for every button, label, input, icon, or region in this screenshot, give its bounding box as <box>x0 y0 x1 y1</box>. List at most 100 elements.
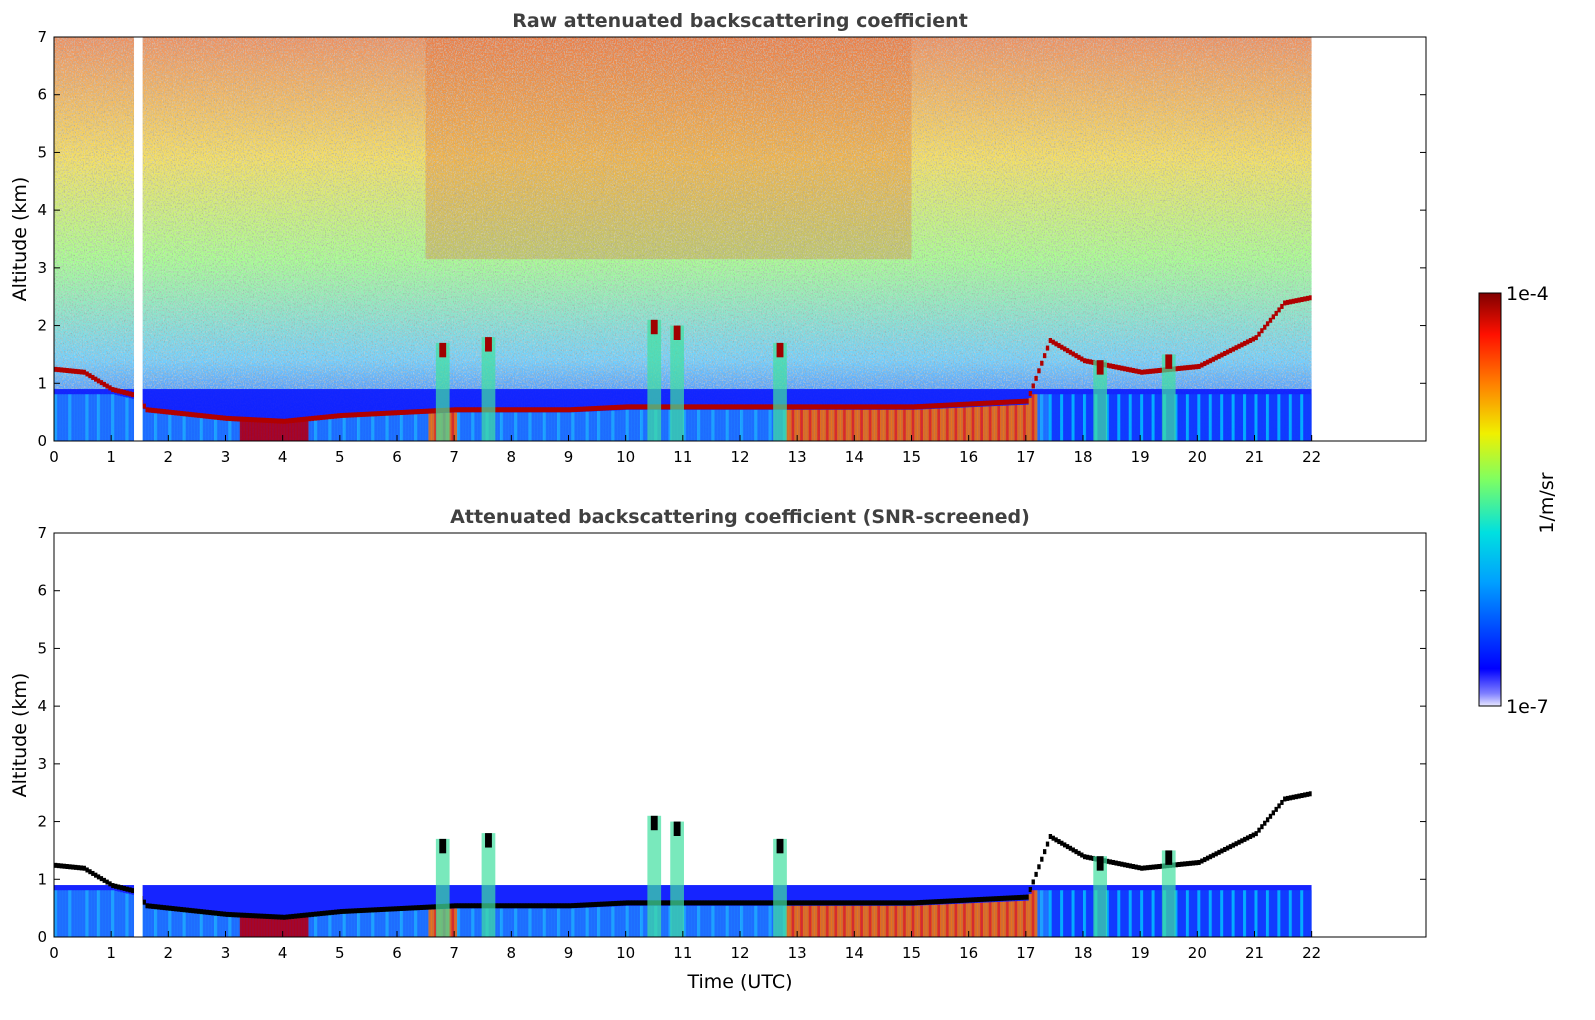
layer-top-line <box>771 404 775 410</box>
layer-top-line <box>934 899 938 905</box>
aerosol-column <box>359 416 364 441</box>
layer-top-line <box>1031 879 1035 885</box>
layer-top-line <box>162 409 166 415</box>
layer-top-line <box>159 408 164 414</box>
aerosol-column <box>477 908 481 937</box>
layer-top-line <box>685 404 690 410</box>
layer-top-line <box>308 416 312 422</box>
aerosol-column <box>619 410 624 441</box>
layer-top-line <box>757 900 761 906</box>
layer-top-line <box>1194 364 1198 370</box>
aerosol-column <box>1148 890 1153 937</box>
aerosol-column <box>282 918 287 937</box>
layer-top-line <box>1305 295 1310 301</box>
aerosol-column <box>911 409 915 441</box>
layer-top-line <box>785 900 790 906</box>
plume-top <box>485 833 492 848</box>
aerosol-column <box>1040 394 1044 441</box>
aerosol-column <box>296 917 301 937</box>
aerosol-column <box>577 908 581 937</box>
layer-top-line <box>548 903 552 909</box>
aerosol-column <box>171 414 175 441</box>
aerosol-column <box>208 914 212 937</box>
aerosol-column <box>882 905 887 937</box>
layer-top-line <box>245 912 249 918</box>
aerosol-column <box>196 913 201 937</box>
aerosol-column <box>182 912 186 937</box>
aerosol-column <box>165 414 169 441</box>
layer-top-line <box>920 403 924 409</box>
layer-top-line <box>622 404 627 410</box>
layer-top-line <box>1048 338 1053 343</box>
aerosol-column <box>1022 900 1027 937</box>
layer-top-line <box>740 900 744 906</box>
layer-top-line <box>239 912 244 918</box>
aerosol-column <box>914 409 918 441</box>
layer-top-line <box>848 900 852 906</box>
aerosol-column <box>1054 890 1058 937</box>
aerosol-column <box>905 905 910 937</box>
aerosol-column <box>125 893 129 937</box>
layer-top-line <box>625 404 630 410</box>
aerosol-column <box>391 911 395 937</box>
aerosol-column <box>105 394 109 441</box>
layer-top-line <box>288 418 292 424</box>
layer-top-line <box>802 404 807 410</box>
layer-top-line <box>214 414 218 420</box>
aerosol-column <box>102 394 106 441</box>
x-tick-label: 1 <box>106 944 116 962</box>
layer-top-line <box>274 914 278 920</box>
aerosol-column <box>579 411 584 441</box>
layer-top-line <box>1134 864 1138 870</box>
aerosol-column <box>1248 394 1253 441</box>
convective-plume <box>1093 360 1108 441</box>
aerosol-column <box>794 905 798 937</box>
x-tick-label: 14 <box>845 944 864 962</box>
aerosol-column <box>1034 394 1038 441</box>
aerosol-column <box>1083 890 1087 937</box>
aerosol-column <box>725 905 730 937</box>
aerosol-column <box>845 905 850 937</box>
layer-top-line <box>499 903 504 909</box>
aerosol-column <box>1128 394 1133 441</box>
layer-top-line <box>425 408 429 414</box>
aerosol-column <box>162 910 166 937</box>
layer-top-line <box>1000 895 1004 901</box>
layer-top-line <box>880 404 884 410</box>
aerosol-column <box>1240 890 1244 937</box>
layer-top-line <box>768 900 772 906</box>
layer-top-line <box>905 404 910 410</box>
layer-top-line <box>1140 369 1144 375</box>
aerosol-column <box>131 398 135 441</box>
aerosol-column <box>880 905 884 937</box>
aerosol-column <box>79 890 84 937</box>
layer-top-line <box>840 404 844 410</box>
layer-top-line <box>837 900 841 906</box>
aerosol-column <box>1145 394 1150 441</box>
layer-top-line <box>1034 375 1038 381</box>
aerosol-column <box>1017 901 1021 937</box>
aerosol-column <box>316 419 321 441</box>
aerosol-column <box>1025 404 1030 441</box>
aerosol-column <box>825 905 830 937</box>
layer-top-line <box>179 410 184 416</box>
layer-top-line <box>534 407 538 413</box>
layer-top-line <box>234 416 238 422</box>
layer-top-line <box>702 404 707 410</box>
layer-top-line <box>1191 364 1195 370</box>
layer-top-line <box>408 905 412 911</box>
aerosol-column <box>1065 890 1070 937</box>
aerosol-column <box>514 412 518 441</box>
aerosol-column <box>1303 394 1307 441</box>
aerosol-column <box>336 913 341 937</box>
layer-top-line <box>628 900 632 906</box>
aerosol-column <box>388 911 392 937</box>
layer-top-line <box>88 869 92 875</box>
layer-top-line <box>965 401 970 407</box>
aerosol-column <box>937 408 941 441</box>
aerosol-column <box>591 411 595 441</box>
aerosol-column <box>1105 394 1110 441</box>
no-data-region <box>1311 533 1426 937</box>
aerosol-column <box>545 908 549 937</box>
layer-top-line <box>662 404 667 410</box>
